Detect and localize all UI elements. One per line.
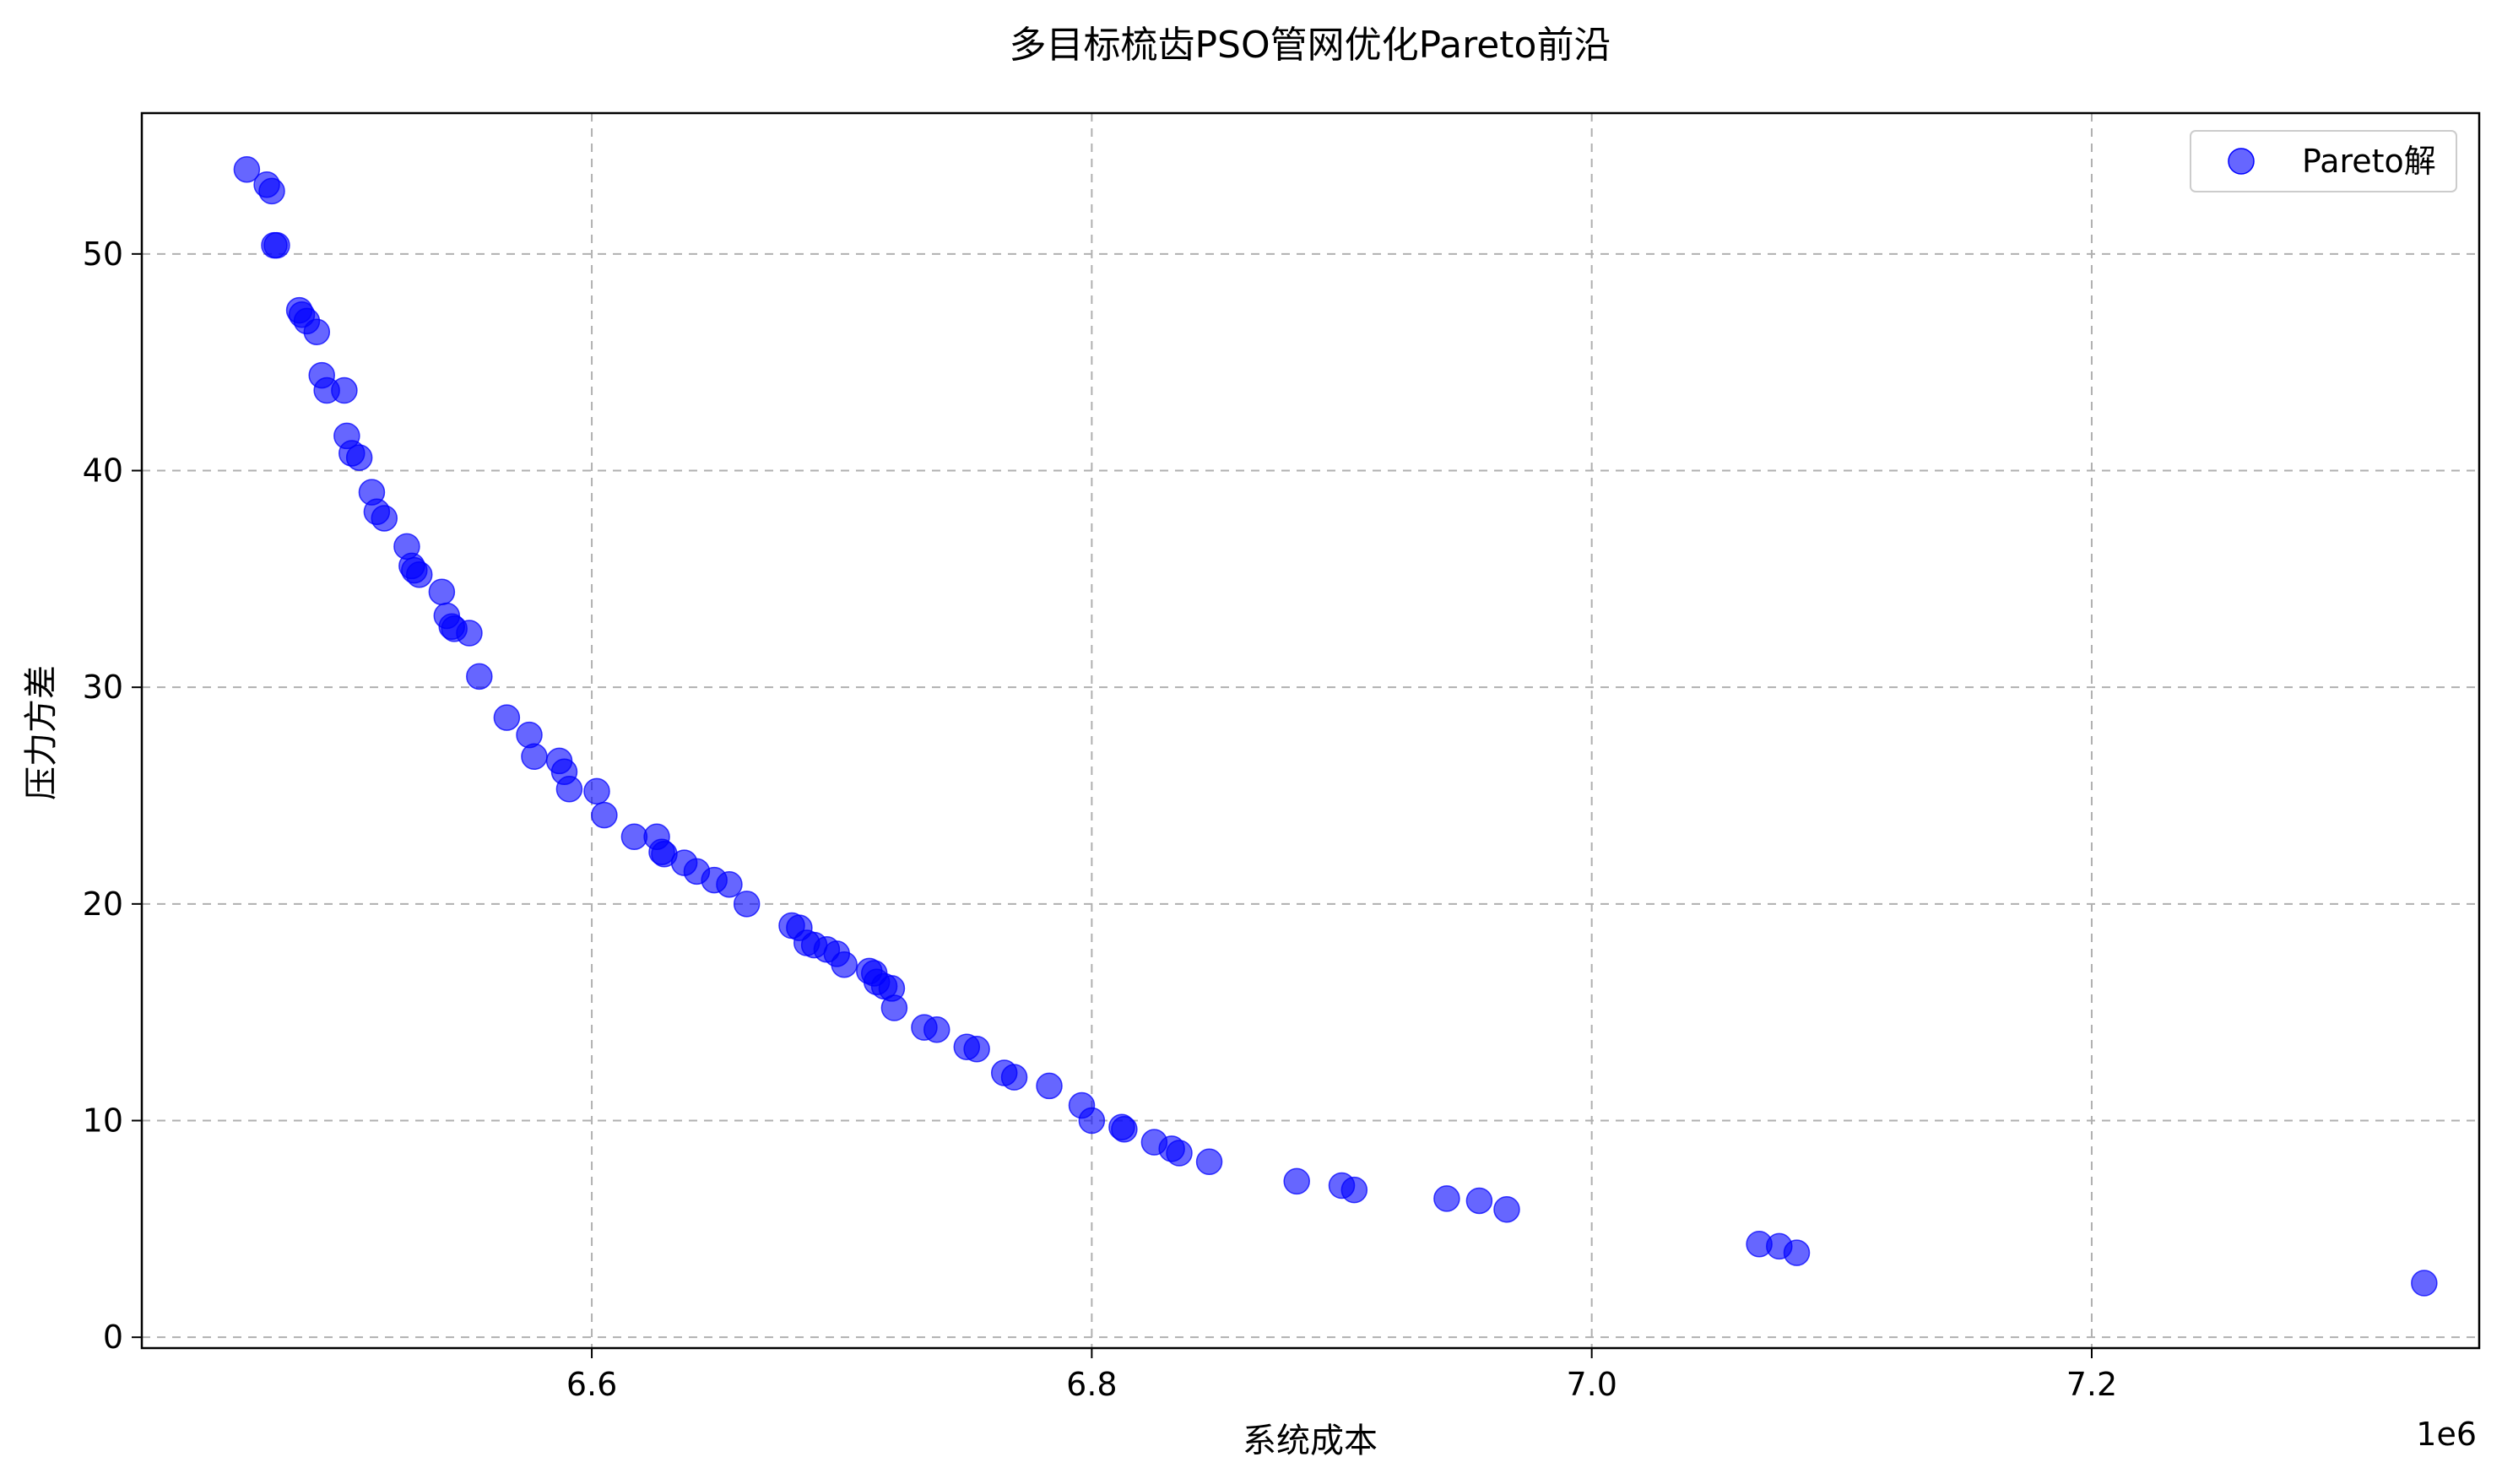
x-axis-offset-label: 1e6 <box>2416 1416 2477 1453</box>
data-point <box>493 704 521 731</box>
data-point <box>1783 1239 1811 1266</box>
y-tick-label: 30 <box>83 669 123 706</box>
legend-marker <box>2228 148 2255 175</box>
data-point <box>1340 1176 1368 1204</box>
y-tick-label: 40 <box>83 452 123 490</box>
data-point <box>405 561 433 588</box>
data-point <box>516 721 543 749</box>
data-point <box>1036 1072 1063 1100</box>
y-tick-label: 20 <box>83 886 123 923</box>
y-axis-ticks: 0 10 20 30 40 50 <box>83 236 142 1356</box>
data-point <box>456 620 483 647</box>
data-point <box>466 663 493 691</box>
y-tick-label: 10 <box>83 1102 123 1140</box>
data-point <box>880 994 908 1021</box>
data-point <box>620 823 648 851</box>
data-point <box>555 776 583 803</box>
data-point <box>1078 1107 1106 1135</box>
data-point <box>371 505 398 532</box>
x-tick-label: 7.0 <box>1566 1366 1617 1403</box>
plot-frame <box>140 111 2481 1350</box>
data-point <box>963 1036 990 1063</box>
x-tick-label: 6.8 <box>1066 1366 1117 1403</box>
data-point <box>583 777 610 805</box>
data-point <box>258 177 285 205</box>
data-point <box>1195 1148 1223 1176</box>
data-point <box>591 801 618 829</box>
y-axis-label: 压力方差 <box>22 665 61 800</box>
data-point <box>733 891 761 918</box>
data-point <box>1111 1116 1138 1143</box>
data-point <box>263 231 290 259</box>
data-point <box>1166 1140 1193 1167</box>
data-point <box>1283 1167 1310 1195</box>
data-point <box>716 870 743 898</box>
x-axis-ticks: 6.6 6.8 7.0 7.2 <box>566 1348 2117 1403</box>
data-point <box>1493 1195 1520 1223</box>
data-point <box>233 155 261 183</box>
data-point <box>521 743 548 771</box>
legend: Pareto解 <box>2190 130 2457 192</box>
legend-box <box>2190 130 2457 192</box>
data-points <box>233 155 2438 1297</box>
data-point <box>1000 1064 1028 1091</box>
data-point <box>331 376 358 404</box>
y-tick-label: 0 <box>103 1319 123 1356</box>
legend-label: Pareto解 <box>2302 143 2436 180</box>
data-point <box>923 1016 950 1043</box>
data-point <box>1465 1187 1493 1215</box>
data-point <box>1433 1185 1460 1212</box>
data-point <box>303 318 331 345</box>
x-tick-label: 7.2 <box>2066 1366 2117 1403</box>
x-axis-label: 系统成本 <box>1243 1422 1378 1460</box>
data-point <box>428 578 456 605</box>
y-tick-label: 50 <box>83 236 123 273</box>
chart-title: 多目标梳齿PSO管网优化Pareto前沿 <box>1010 24 1611 67</box>
x-tick-label: 6.6 <box>566 1366 617 1403</box>
data-point <box>345 444 373 471</box>
grid-lines <box>142 113 2479 1348</box>
data-point <box>831 951 858 978</box>
data-point <box>2411 1270 2438 1297</box>
